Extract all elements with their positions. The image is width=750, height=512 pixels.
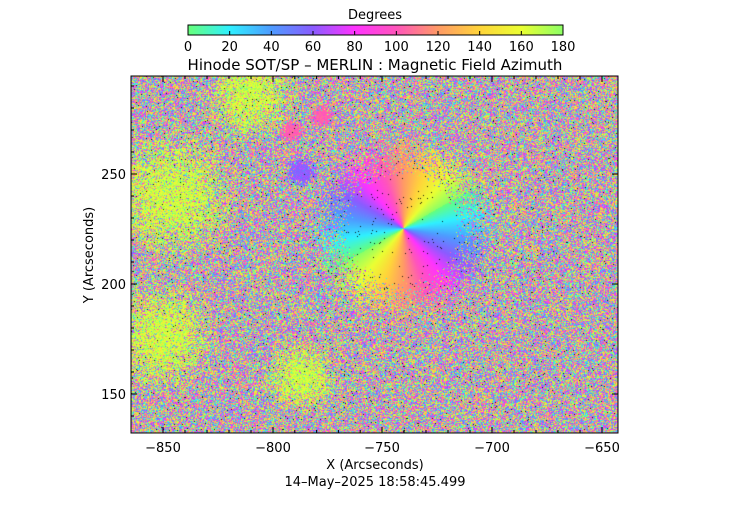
azimuth-map: [131, 76, 618, 433]
y-tick-label: 250: [101, 168, 126, 183]
colorbar-tick-label: 180: [551, 40, 576, 55]
colorbar-tick-label: 120: [426, 40, 451, 55]
colorbar: [187, 24, 564, 36]
y-tick-label: 200: [101, 278, 126, 293]
timestamp: 14–May–2025 18:58:45.499: [285, 475, 466, 490]
x-tick-label: −850: [145, 441, 181, 456]
colorbar-tick-label: 0: [184, 40, 192, 55]
plot-frame: [130, 75, 619, 434]
colorbar-tick-label: 80: [346, 40, 363, 55]
axis-ticks: −850 −800 −750 −700 −650 150 200 250: [101, 76, 620, 456]
x-tick-label: −700: [474, 441, 510, 456]
colorbar-ticks: 0 20 40 60 80 100 120 140 160 180: [184, 31, 576, 55]
x-tick-label: −650: [584, 441, 620, 456]
plot-title: Hinode SOT/SP – MERLIN : Magnetic Field …: [188, 56, 563, 74]
y-axis-label: Y (Arcseconds): [82, 207, 97, 304]
colorbar-tick-label: 40: [263, 40, 280, 55]
colorbar-tick-label: 20: [221, 40, 238, 55]
colorbar-tick-label: 60: [305, 40, 322, 55]
colorbar-tick-label: 160: [509, 40, 534, 55]
x-tick-label: −750: [364, 441, 400, 456]
colorbar-title: Degrees: [348, 8, 402, 23]
y-tick-label: 150: [101, 388, 126, 403]
x-axis-label: X (Arcseconds): [326, 458, 423, 473]
colorbar-tick-label: 140: [467, 40, 492, 55]
x-tick-label: −800: [255, 441, 291, 456]
colorbar-tick-label: 100: [384, 40, 409, 55]
azimuth-map-image: [131, 76, 618, 433]
